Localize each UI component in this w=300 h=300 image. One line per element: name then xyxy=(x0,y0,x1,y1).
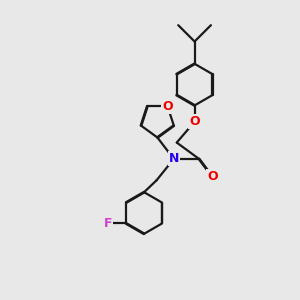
Text: F: F xyxy=(104,217,112,230)
Text: N: N xyxy=(169,152,179,165)
Text: O: O xyxy=(207,170,218,183)
Text: O: O xyxy=(162,100,173,113)
Text: O: O xyxy=(189,115,200,128)
